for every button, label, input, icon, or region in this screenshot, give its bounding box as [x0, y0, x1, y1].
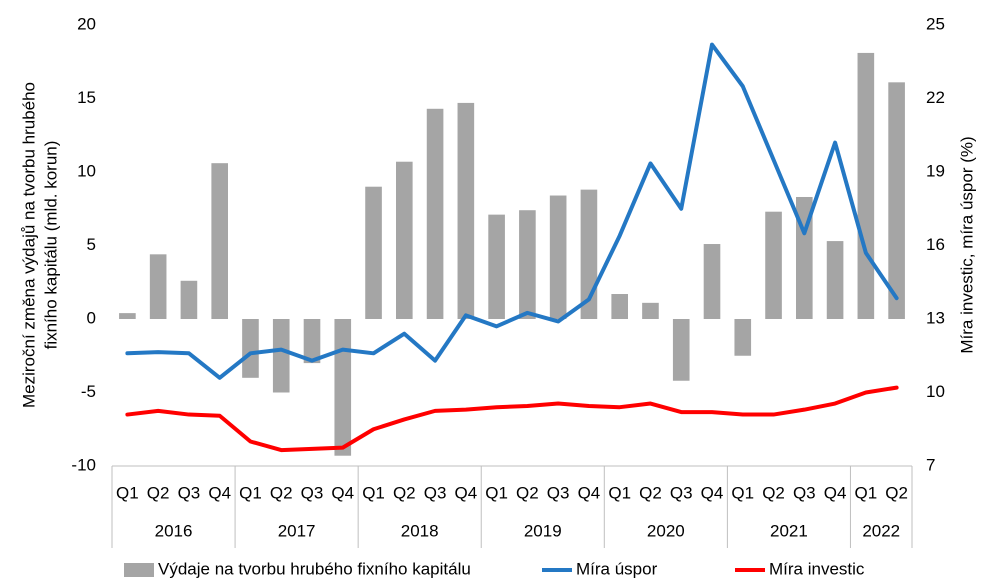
bar	[488, 214, 505, 319]
x-group-label: 2020	[647, 521, 685, 540]
x-tick-label: Q2	[147, 483, 170, 502]
y-axis-title: fixního kapitálu (mld. korun)	[41, 141, 60, 350]
bar	[272, 319, 290, 393]
x-tick-label: Q4	[701, 483, 724, 502]
bar	[611, 294, 628, 319]
bar	[703, 244, 721, 319]
x-group-label: 2022	[862, 521, 900, 540]
x-tick-label: Q1	[116, 483, 139, 502]
x-group-label: 2016	[155, 521, 193, 540]
y-tick-label: -5	[81, 382, 96, 401]
y-tick-label: 15	[77, 88, 96, 107]
bar	[857, 52, 875, 320]
legend-label: Výdaje na tvorbu hrubého fixního kapitál…	[158, 559, 471, 578]
bar	[734, 319, 752, 356]
line	[125, 385, 899, 453]
y-tick-label: 10	[77, 161, 96, 180]
x-tick-label: Q1	[608, 483, 631, 502]
bar	[365, 186, 382, 319]
x-tick-label: Q2	[270, 483, 293, 502]
bar	[457, 102, 475, 319]
y2-tick-label: 22	[926, 88, 945, 107]
x-tick-label: Q3	[793, 483, 816, 502]
x-tick-label: Q3	[547, 483, 570, 502]
x-tick-label: Q1	[731, 483, 754, 502]
bar	[334, 319, 352, 456]
bar	[519, 210, 536, 319]
bar	[826, 241, 844, 319]
x-tick-label: Q1	[855, 483, 878, 502]
x-tick-label: Q3	[301, 483, 324, 502]
y-tick-label: 20	[77, 14, 96, 33]
y-tick-label: 5	[87, 235, 96, 254]
x-tick-label: Q1	[239, 483, 262, 502]
y2-tick-label: 13	[926, 308, 945, 327]
x-tick-label: Q2	[885, 483, 908, 502]
x-group-label: 2017	[278, 521, 316, 540]
bar	[426, 108, 444, 319]
bar	[642, 302, 659, 319]
x-tick-label: Q2	[516, 483, 539, 502]
bar	[396, 161, 413, 319]
y-axis-title: Meziroční změna výdajů na tvorbu hrubého	[19, 82, 38, 408]
bar	[888, 82, 905, 319]
x-group-label: 2018	[401, 521, 439, 540]
bar	[180, 280, 198, 319]
bar	[303, 319, 321, 364]
bar	[672, 319, 690, 381]
y2-tick-label: 16	[926, 235, 945, 254]
x-tick-label: Q3	[178, 483, 201, 502]
x-tick-label: Q1	[362, 483, 385, 502]
x-tick-label: Q2	[393, 483, 416, 502]
x-tick-label: Q2	[762, 483, 785, 502]
y2-axis-title: Míra investic, míra úspor (%)	[957, 136, 976, 353]
y-tick-label: 0	[87, 308, 96, 327]
bar	[765, 211, 782, 319]
y2-tick-label: 25	[926, 14, 945, 33]
x-tick-label: Q1	[485, 483, 508, 502]
legend-swatch	[124, 563, 154, 577]
x-tick-label: Q3	[670, 483, 693, 502]
y2-tick-label: 10	[926, 382, 945, 401]
bar	[242, 319, 259, 378]
y2-tick-label: 19	[926, 161, 945, 180]
line	[125, 42, 899, 380]
x-tick-label: Q4	[208, 483, 231, 502]
x-tick-label: Q4	[578, 483, 601, 502]
bar	[149, 254, 167, 319]
x-tick-label: Q4	[455, 483, 478, 502]
x-group-label: 2019	[524, 521, 562, 540]
legend-label: Míra investic	[769, 559, 865, 578]
x-tick-label: Q4	[824, 483, 847, 502]
x-group-label: 2021	[770, 521, 808, 540]
x-tick-label: Q3	[424, 483, 447, 502]
x-tick-label: Q4	[331, 483, 354, 502]
x-tick-label: Q2	[639, 483, 662, 502]
y-tick-label: -10	[71, 455, 96, 474]
legend-label: Míra úspor	[576, 559, 658, 578]
y2-tick-label: 7	[926, 455, 935, 474]
bar	[119, 313, 136, 319]
bar	[211, 163, 228, 319]
bar	[549, 195, 567, 319]
